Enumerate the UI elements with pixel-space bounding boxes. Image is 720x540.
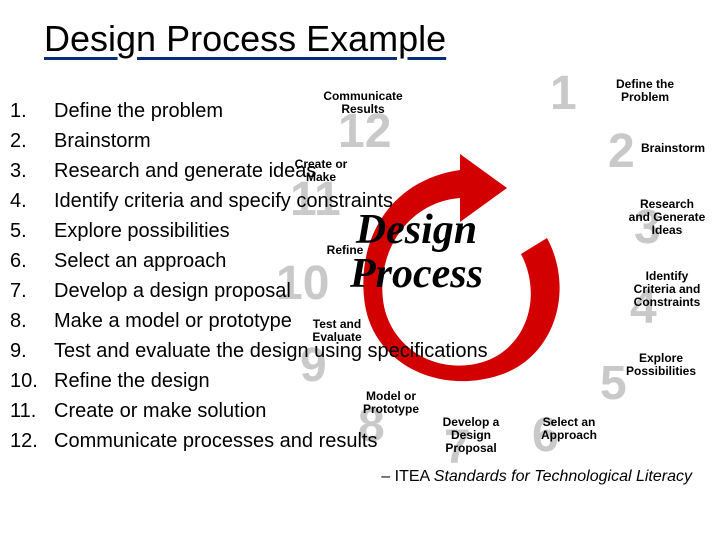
list-item-number: 4.: [10, 186, 54, 216]
list-item-number: 9.: [10, 336, 54, 366]
list-item-text: Test and evaluate the design using speci…: [54, 336, 720, 366]
list-item-text: Research and generate ideas: [54, 156, 720, 186]
list-item-text: Brainstorm: [54, 126, 720, 156]
citation-prefix: – ITEA: [381, 468, 433, 485]
list-item-number: 8.: [10, 306, 54, 336]
list-item-number: 3.: [10, 156, 54, 186]
list-item: 4.Identify criteria and specify constrai…: [10, 186, 720, 216]
list-item: 1.Define the problem: [10, 96, 720, 126]
list-item-number: 12.: [10, 426, 54, 456]
list-item-text: Create or make solution: [54, 396, 720, 426]
list-item-number: 2.: [10, 126, 54, 156]
list-item: 12.Communicate processes and results: [10, 426, 720, 456]
list-item: 7.Develop a design proposal: [10, 276, 720, 306]
list-item-text: Identify criteria and specify constraint…: [54, 186, 720, 216]
process-steps-list: 1.Define the problem2.Brainstorm3.Resear…: [0, 60, 720, 456]
list-item-text: Refine the design: [54, 366, 720, 396]
list-item-number: 5.: [10, 216, 54, 246]
list-item-text: Define the problem: [54, 96, 720, 126]
list-item: 10.Refine the design: [10, 366, 720, 396]
list-item: 9.Test and evaluate the design using spe…: [10, 336, 720, 366]
list-item: 8.Make a model or prototype: [10, 306, 720, 336]
page-title: Design Process Example: [0, 0, 720, 60]
list-item-text: Select an approach: [54, 246, 720, 276]
list-item: 11.Create or make solution: [10, 396, 720, 426]
citation-source: Standards for Technological Literacy: [434, 468, 692, 485]
list-item-number: 1.: [10, 96, 54, 126]
citation: – ITEA Standards for Technological Liter…: [0, 456, 720, 486]
list-item-text: Communicate processes and results: [54, 426, 720, 456]
list-item: 6.Select an approach: [10, 246, 720, 276]
list-item: 5.Explore possibilities: [10, 216, 720, 246]
list-item-text: Make a model or prototype: [54, 306, 720, 336]
list-item-number: 7.: [10, 276, 54, 306]
list-item-number: 10.: [10, 366, 54, 396]
list-item-number: 6.: [10, 246, 54, 276]
list-item-number: 11.: [10, 396, 54, 426]
list-item: 2.Brainstorm: [10, 126, 720, 156]
list-item: 3.Research and generate ideas: [10, 156, 720, 186]
list-item-text: Explore possibilities: [54, 216, 720, 246]
list-item-text: Develop a design proposal: [54, 276, 720, 306]
